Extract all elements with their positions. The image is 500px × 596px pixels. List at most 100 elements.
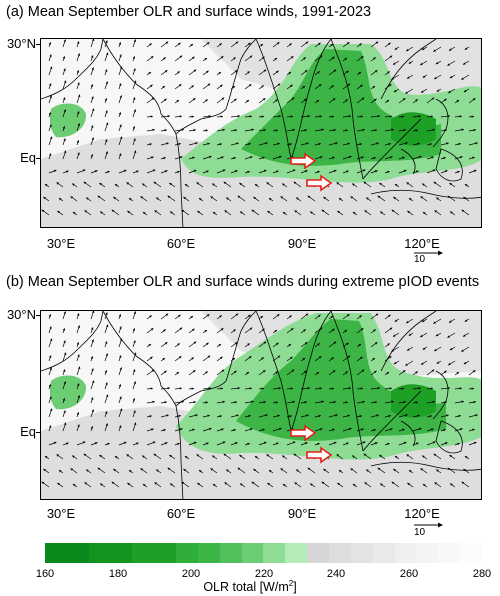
panel-b-wind-vector-head [205, 401, 208, 404]
panel-b-wind-vector-head [118, 355, 122, 358]
panel-b-wind-vector-head [261, 357, 264, 360]
panel-b-wind-vector-head [253, 468, 256, 472]
panel-b-lon-120e: 120°E [404, 506, 440, 521]
panel-a-wind-vector-head [181, 128, 184, 131]
panel-a-wind-vector-head [119, 124, 122, 127]
panel-b-wind-vector-head [221, 369, 225, 372]
panel-a-wind-vector-head [107, 170, 110, 174]
panel-a-wind-vector-head [48, 83, 52, 86]
panel-a-wind-vector-head [375, 41, 379, 44]
panel-b-wind-vector-head [207, 355, 211, 358]
panel-a-wind-vector-head [247, 170, 250, 174]
panel-a-wind-vector-head [393, 89, 397, 93]
panel-a-wind-vector-head [178, 142, 181, 146]
panel-a-wind-vector-head [253, 196, 256, 200]
panel-a-wind-vector-head [164, 170, 168, 173]
panel-b-wind-vector-head [265, 414, 268, 417]
panel-a-wind-vector-head [346, 42, 350, 45]
panel-a-wind-vector-head [142, 183, 145, 186]
panel-b-wind-vector-head [48, 384, 52, 387]
panel-a-wind-vector-head [163, 57, 166, 60]
panel-a-wind-vector-head [132, 56, 136, 59]
panel-a-wind-vector-head [76, 41, 80, 44]
panel-a-wind-vector-head [105, 81, 108, 84]
panel-a-wind-vector-head [290, 84, 293, 88]
panel-a-wind-vector-head [48, 42, 52, 45]
panel-b-wind-vector-head [260, 316, 263, 319]
panel-b-wind-vector-head [248, 314, 251, 318]
panel-a-wind-vector-head [472, 156, 475, 160]
panel-a-wind-vector-head [392, 62, 396, 65]
panel-a-wind-vector-head [133, 68, 136, 71]
panel-b-wind-vector-head [346, 442, 349, 445]
panel-a-wind-vector-head [221, 156, 224, 159]
panel-b-wind-vector-head [434, 482, 438, 485]
panel-b-wind-vector-head [319, 387, 322, 390]
panel-a-wind-vector-head [118, 42, 122, 45]
panel-b-wind-vector-head [473, 400, 476, 404]
panel-a-lon-90e: 90°E [287, 236, 317, 251]
panel-b-wind-vector-head [407, 482, 410, 486]
panel-b-wind-vector-head [206, 442, 209, 445]
panel-a-wind-vector-head [265, 142, 268, 145]
panel-a-wind-vector-head [183, 196, 186, 200]
panel-b-wind-vector-head [449, 347, 453, 351]
panel-b-wind-vector-head [393, 361, 397, 365]
panel-a-wind-vector-head [212, 212, 216, 215]
panel-b-wind-vector-head [150, 328, 154, 331]
panel-a-wind-vector-head [91, 67, 94, 70]
panel-a-wind-vector-head [220, 84, 223, 88]
panel-b-wind-vector-head [408, 333, 412, 336]
panel-b-wind-vector-head [248, 356, 252, 359]
panel-b-wind-vector-head [349, 427, 352, 431]
panel-b-wind-vector-head [360, 328, 364, 331]
panel-a-wind-vector-head [418, 115, 421, 118]
panel-a-wind-vector-head [345, 129, 348, 132]
panel-a-wind-vector-head [347, 83, 351, 86]
panel-a-wind-vector-head [70, 196, 74, 199]
panel-b-wind-vector-head [76, 383, 80, 386]
panel-b-wind-vector-head [332, 328, 335, 332]
panel-b-wind-vector-head [220, 356, 223, 360]
panel-b-wind-vector-head [156, 469, 159, 472]
panel-a-wind-vector-head [149, 143, 152, 146]
panel-a-coastline [41, 39, 104, 100]
panel-b-wind-vector-head [375, 313, 379, 316]
panel-a-wind-vector-head [277, 83, 281, 86]
panel-b-wind-vector-head [388, 356, 392, 359]
panel-b-wind-vector-head [278, 387, 281, 390]
panel-b-wind-vector-head [333, 441, 337, 445]
panel-a-wind-vector-head [126, 182, 130, 185]
panel-a-wind-vector-head [77, 123, 80, 126]
panel-b-wind-vector-head [303, 329, 306, 332]
panel-a-wind-vector-head [262, 156, 265, 160]
panel-b-wind-vector-head [105, 394, 109, 398]
panel-b-wind-vector-head [219, 415, 222, 418]
panel-a-wind-vector-head [77, 53, 80, 56]
panel-a-wind-vector-head [391, 77, 394, 80]
panel-a-wind-vector-head [362, 128, 365, 132]
panel-b-wind-vector-head [205, 371, 208, 374]
panel-a-wind-vector-head [251, 209, 255, 213]
panel-a-wind-vector-head [191, 115, 194, 118]
panel-b-wind-vector-head [212, 455, 215, 458]
panel-b-wind-vector-head [234, 370, 237, 374]
panel-b-wind-vector-head [317, 343, 320, 346]
panel-a-coastline [330, 39, 364, 180]
panel-b-wind-vector-head [444, 442, 448, 445]
panel-a-wind-vector-head [333, 128, 336, 132]
panel-b-coastline [290, 311, 332, 432]
panel-b-coastline [255, 311, 292, 432]
panel-b-wind-vector-head [338, 470, 342, 473]
colorbar-tick-180: 180 [108, 568, 128, 580]
colorbar-cell [132, 543, 155, 563]
panel-b-wind-vector-head [70, 468, 74, 471]
panel-a-wind-vector-head [118, 83, 122, 86]
panel-a-wind-vector-head [140, 196, 144, 199]
panel-b-wind-vector-head [212, 484, 216, 487]
panel-a-wind-vector-head [150, 56, 154, 59]
panel-b-wind-vector-head [376, 414, 379, 417]
panel-a-wind-vector-head [338, 198, 342, 201]
panel-b-wind-vector-head [431, 428, 434, 431]
panel-b-wind-vector-head [360, 387, 363, 390]
